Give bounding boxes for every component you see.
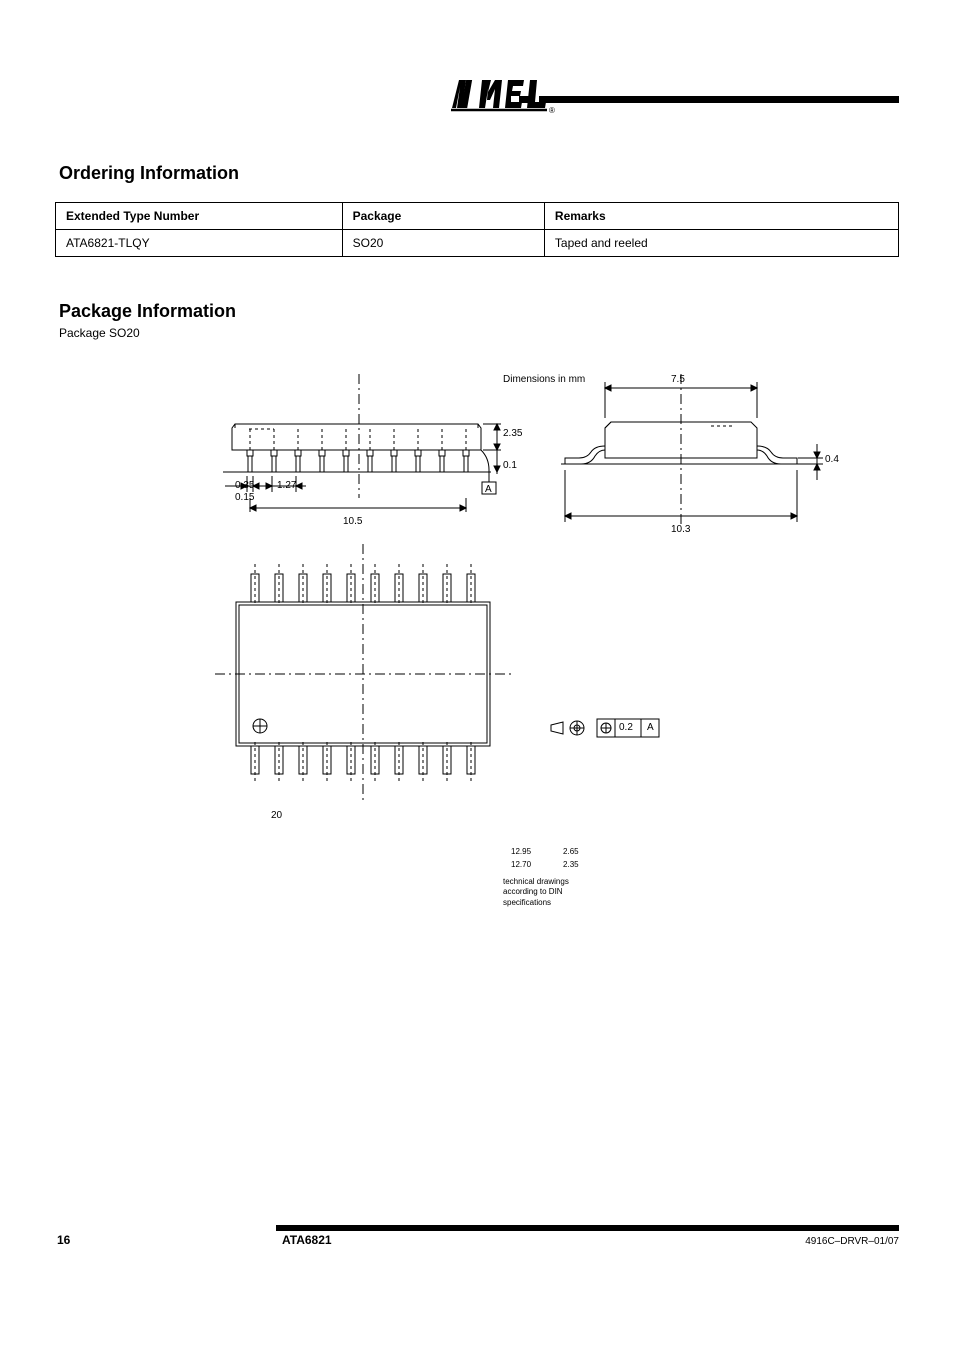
dims-cell [539,845,555,858]
header-rule [539,96,899,103]
datum-ref: A [647,722,654,733]
col-package: Package [342,203,544,230]
footer-rule [276,1225,899,1231]
cell-remarks: Taped and reeled [544,230,898,257]
atmel-logo: ® [449,75,557,115]
datum-val: 0.2 [619,722,633,733]
ordering-title: Ordering Information [59,163,899,184]
dims-note: technical drawings according to DIN spec… [503,877,763,908]
footer-doc-title: ATA6821 [282,1233,332,1247]
page-root: ® Ordering Information Extended Type Num… [0,0,954,1351]
package-subtitle: Package SO20 [59,326,899,340]
footer-doc-rev: 4916C–DRVR–01/07 [805,1236,899,1247]
table-row: 12.95 2.65 [503,845,587,858]
dims-cell: 12.70 [503,858,539,871]
svg-text:®: ® [549,106,555,115]
footer-page-number: 16 [57,1233,70,1247]
dim-body-len: 10.5 [343,516,362,527]
table-row: 12.70 2.35 [503,858,587,871]
ordering-table: Extended Type Number Package Remarks ATA… [55,202,899,257]
dims-cell: 2.35 [555,858,587,871]
table-row: ATA6821-TLQY SO20 Taped and reeled [56,230,899,257]
dims-cell: 12.95 [503,845,539,858]
dims-cell: 2.65 [555,845,587,858]
table-header-row: Extended Type Number Package Remarks [56,203,899,230]
package-drawing: A [215,368,855,828]
dim-overall-w: 10.3 [671,524,690,535]
dim-body-w: 7.5 [671,374,685,385]
col-remarks: Remarks [544,203,898,230]
dim-lead-tip: 0.4 [825,454,839,465]
col-ext-type: Extended Type Number [56,203,343,230]
dims-table: 12.95 2.65 12.70 2.35 [503,845,587,871]
dim-pitch: 1.27 [277,480,296,491]
cell-package: SO20 [342,230,544,257]
page-header: ® [55,75,899,123]
dim-lead-width: 0.35 [235,480,254,491]
dim-standoff: 0.1 [503,460,517,471]
label-pin-count: 20 [271,810,282,821]
dims-cell [539,858,555,871]
svg-text:A: A [485,484,492,495]
dim-lead-tol: 0.15 [235,492,254,503]
dim-body-ht: 2.35 [503,428,522,439]
cell-ext-type: ATA6821-TLQY [56,230,343,257]
package-title: Package Information [59,301,899,322]
